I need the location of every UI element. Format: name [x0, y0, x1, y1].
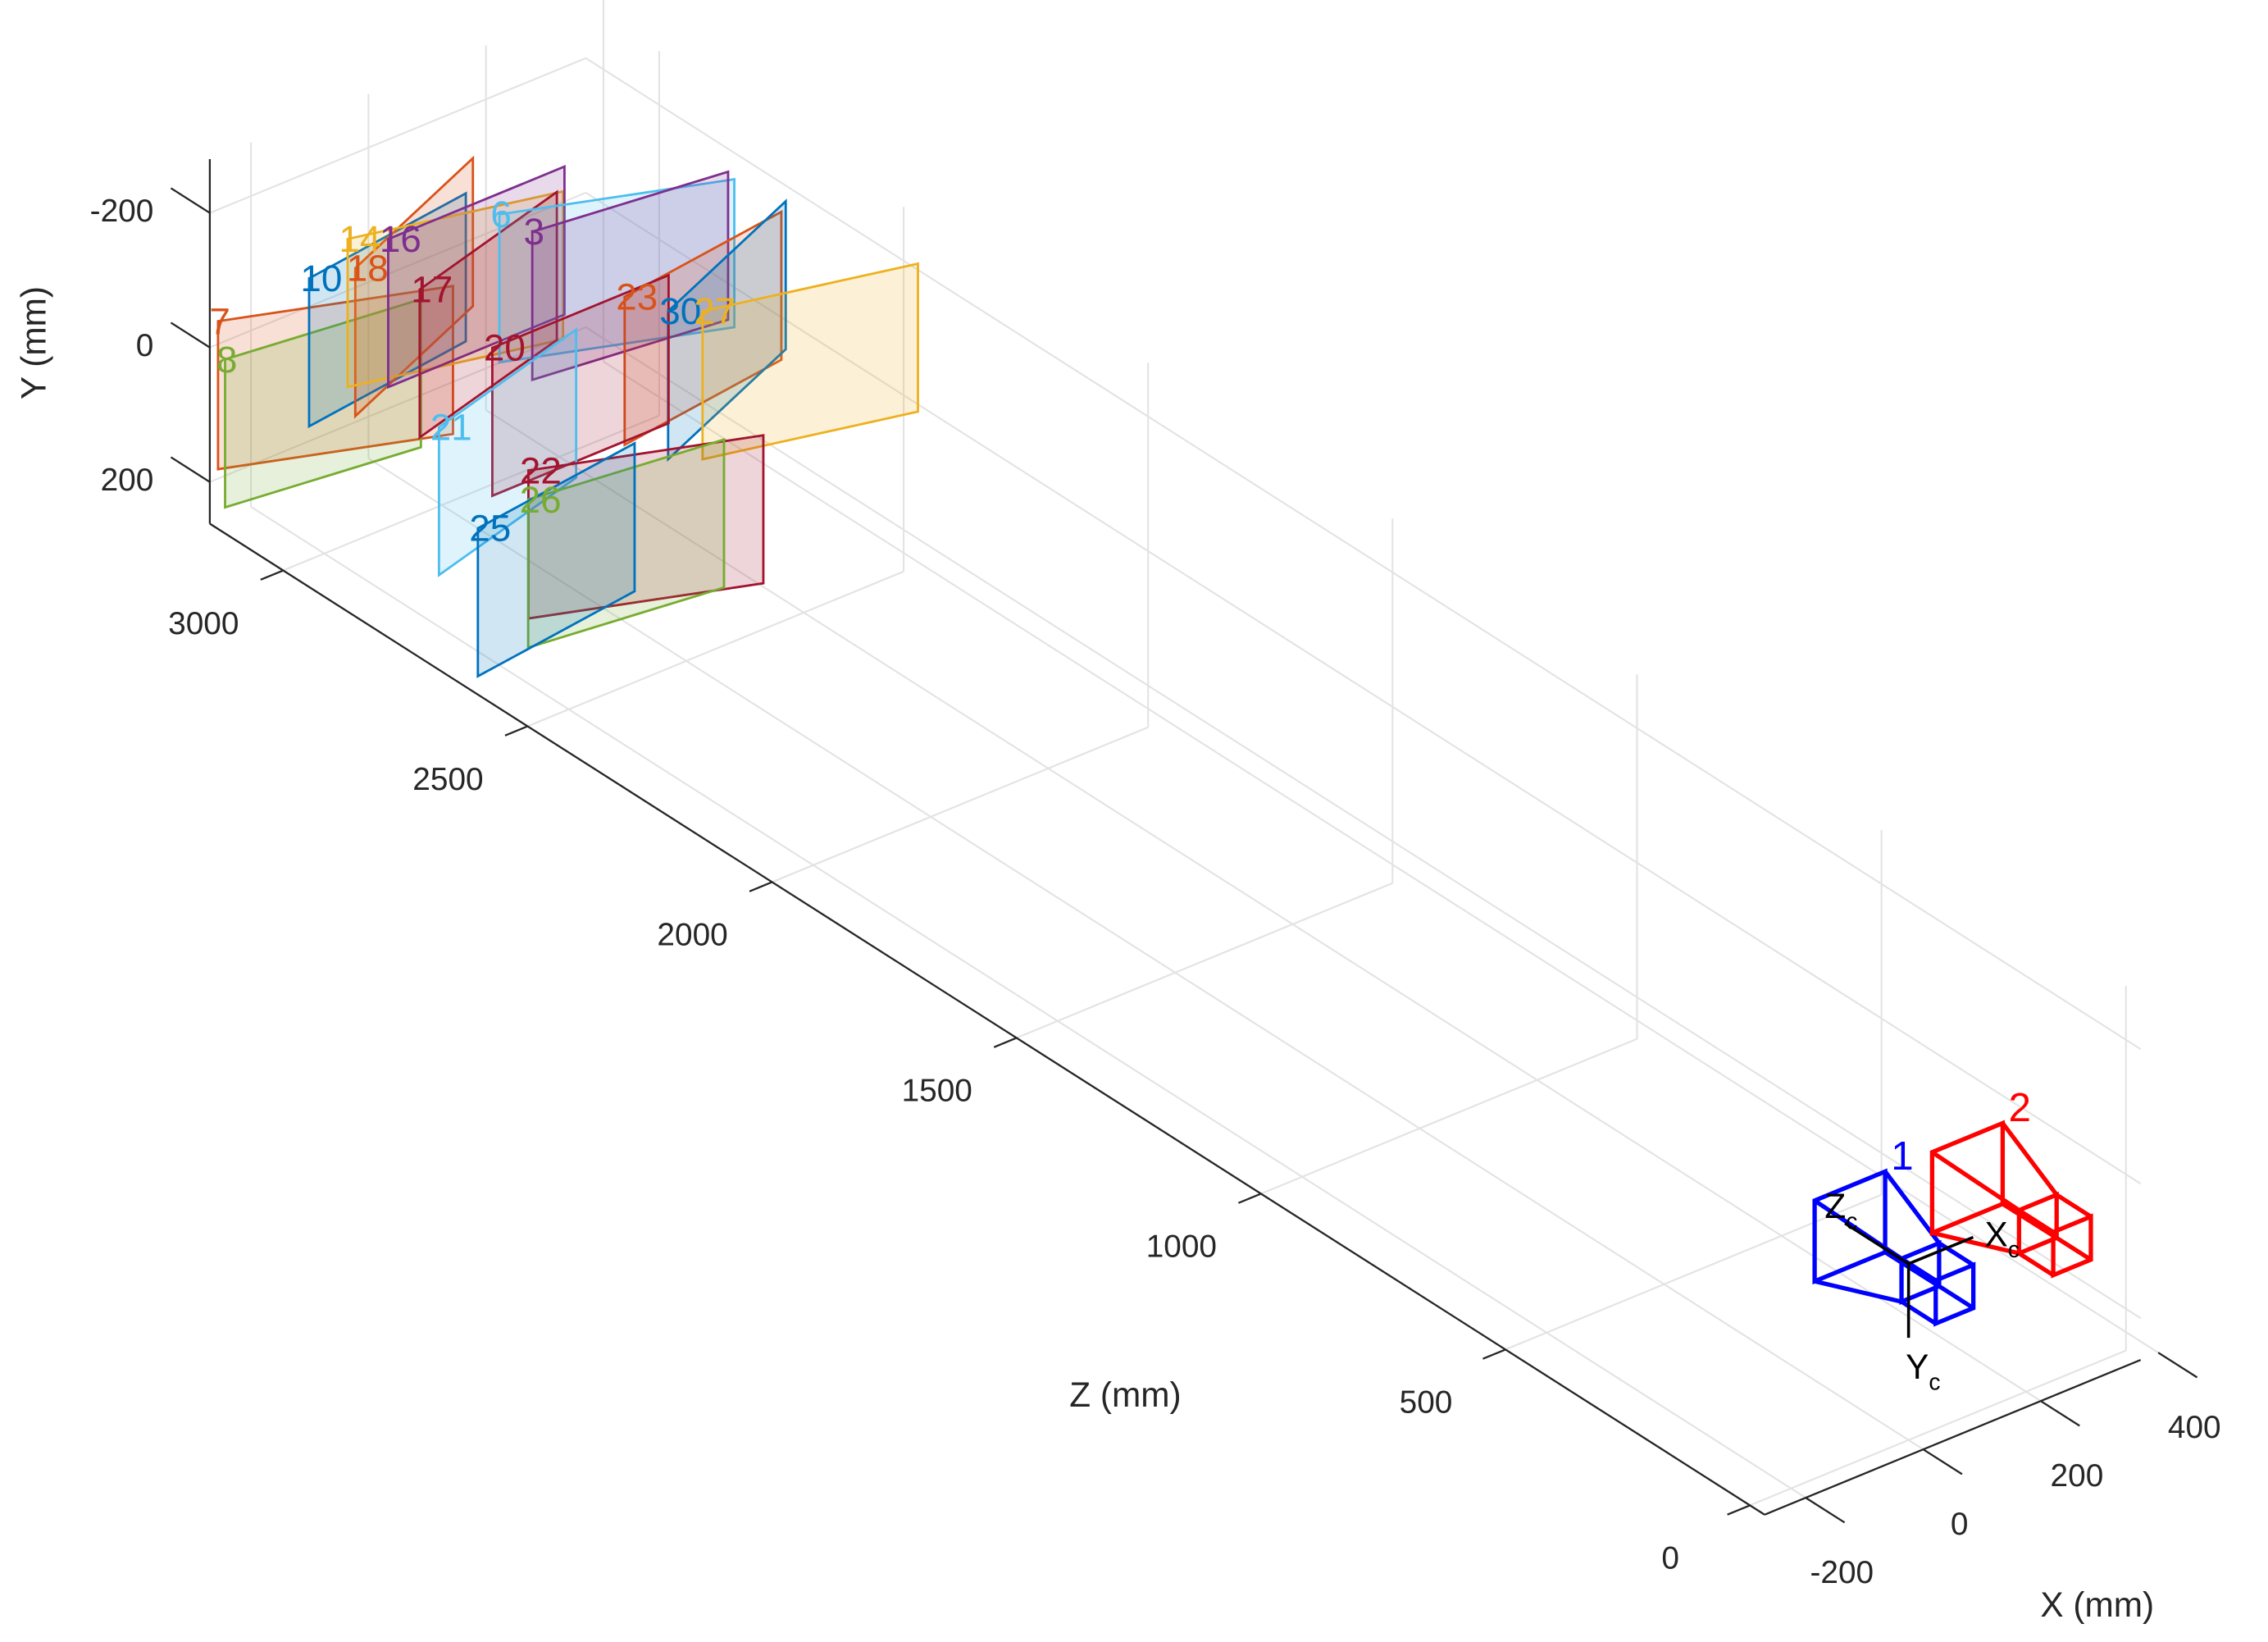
- board-label: 20: [484, 326, 526, 369]
- camera-axis: [1844, 1222, 1910, 1266]
- grid-line: [1505, 1193, 1883, 1351]
- grid-line: [585, 57, 2142, 1051]
- board-label: 17: [411, 268, 453, 311]
- grid-line: [209, 191, 586, 349]
- axis-letter: Y: [1906, 1348, 1929, 1386]
- board-label: 22: [520, 449, 562, 491]
- grid-line: [485, 409, 2042, 1403]
- z-tick-label: 1500: [902, 1074, 972, 1109]
- grid-line: [209, 326, 586, 483]
- board-label: 18: [347, 247, 389, 290]
- x-tick-label: -200: [1810, 1555, 1874, 1590]
- z-tick-label: 500: [1400, 1385, 1453, 1421]
- y-tick-label: -200: [90, 194, 154, 229]
- grid-line: [772, 726, 1149, 883]
- z-axis-title: Z (mm): [1069, 1375, 1181, 1414]
- camera-label: 1: [1891, 1133, 1913, 1179]
- z-tick: [1727, 1504, 1751, 1516]
- board-label: 6: [490, 193, 512, 235]
- board-label: 10: [300, 257, 342, 299]
- grid-line: [527, 570, 904, 727]
- x-axis-title: X (mm): [2040, 1585, 2154, 1624]
- x-tick-label: 400: [2168, 1410, 2221, 1445]
- board-label: 25: [469, 507, 511, 550]
- z-tick-label: 2000: [657, 918, 727, 953]
- camera-axis-label: Zc: [1824, 1187, 1857, 1234]
- axes: 0 500 1000 1500 2000 2500 3000 -200 0 200 400 -200 0…: [90, 159, 2221, 1590]
- camera-axis-label: Yc: [1906, 1348, 1940, 1395]
- board: [437, 327, 578, 577]
- z-tick: [260, 569, 284, 581]
- board-label: 3: [524, 210, 545, 253]
- grid-line: [603, 361, 2159, 1354]
- camera: [1929, 1120, 2093, 1279]
- x-tick: [1805, 1497, 1846, 1524]
- x-tick-label: 200: [2051, 1458, 2104, 1494]
- grid-line: [367, 458, 1924, 1451]
- y-tick-label: 0: [136, 328, 154, 363]
- grid-line: [585, 326, 2142, 1320]
- x-tick: [2157, 1352, 2198, 1379]
- board: [491, 273, 670, 498]
- axis-letter: X: [1985, 1216, 2008, 1254]
- z-tick-label: 2500: [412, 762, 483, 797]
- y-tick: [170, 322, 211, 349]
- camera-axis: [1907, 1235, 1974, 1266]
- board: [387, 165, 566, 390]
- grid-line: [1260, 1038, 1637, 1195]
- grid-line: [585, 192, 2142, 1185]
- board-label: 26: [520, 478, 562, 521]
- board-label: 27: [694, 290, 736, 332]
- grid-line: [282, 414, 660, 572]
- y-tick: [170, 456, 211, 483]
- x-axis-line: [1764, 1358, 2142, 1516]
- z-tick: [1237, 1193, 1262, 1204]
- axis-subscript: c: [2008, 1237, 2020, 1263]
- board: [476, 441, 636, 678]
- camera-axis-label: Xc: [1985, 1216, 2020, 1263]
- grid-line: [1016, 882, 1393, 1039]
- z-tick: [1482, 1348, 1506, 1360]
- grid-line: [209, 57, 586, 214]
- board-label: 21: [430, 405, 472, 448]
- z-tick-label: 3000: [168, 606, 239, 641]
- board-label: 30: [659, 290, 701, 332]
- camera: [1812, 1168, 1976, 1327]
- y-axis-title: Y (mm): [14, 286, 52, 399]
- board-label: 16: [380, 217, 421, 260]
- board: [418, 189, 558, 440]
- axis-subscript: c: [1846, 1208, 1857, 1234]
- grid: [209, 0, 2159, 1507]
- x-tick: [1922, 1448, 1963, 1476]
- z-tick: [504, 725, 528, 737]
- camera-label: 2: [2009, 1085, 2031, 1130]
- z-tick: [749, 881, 773, 892]
- grid-line: [1749, 1349, 2127, 1507]
- board: [526, 437, 726, 650]
- y-tick-label: 200: [101, 463, 154, 498]
- board-label: 23: [616, 276, 658, 318]
- board: [353, 155, 475, 419]
- z-axis-line: [209, 522, 1765, 1516]
- x-tick: [2040, 1400, 2080, 1427]
- z-tick: [993, 1037, 1018, 1048]
- axis-letter: Z: [1824, 1187, 1846, 1225]
- y-tick: [170, 187, 211, 214]
- axis-subscript: c: [1929, 1369, 1940, 1395]
- grid-line: [250, 505, 1806, 1499]
- z-tick-label: 0: [1661, 1541, 1679, 1576]
- x-tick-label: 0: [1951, 1507, 1969, 1542]
- board: [701, 262, 919, 461]
- board-label: 7: [209, 299, 230, 342]
- board-label: 8: [216, 338, 238, 381]
- board-label: 14: [339, 217, 380, 260]
- board: [216, 285, 454, 471]
- z-tick-label: 1000: [1146, 1229, 1217, 1265]
